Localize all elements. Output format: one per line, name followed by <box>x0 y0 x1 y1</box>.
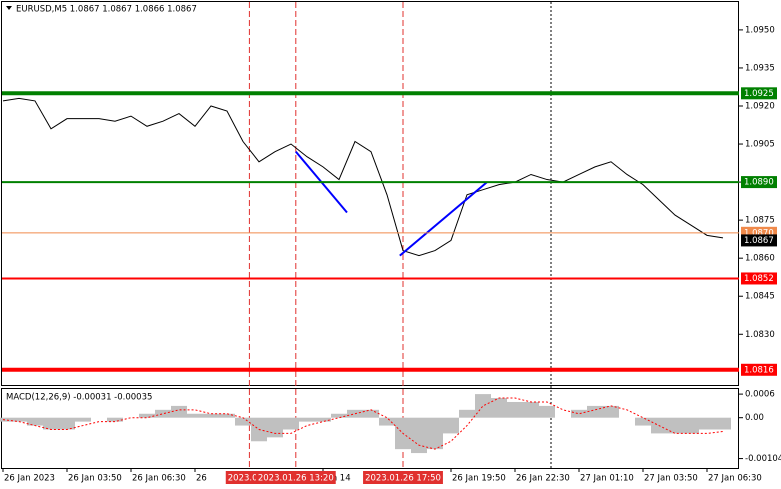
vertical-line-label: 2023.01.26 13:20 <box>258 474 334 484</box>
trendline <box>399 181 488 257</box>
last-price-label: 1.0867 <box>744 236 774 246</box>
level-label: 1.0925 <box>744 89 774 99</box>
signal-line <box>2 397 724 450</box>
level-label: 1.0890 <box>744 178 774 188</box>
macd-bar <box>443 417 459 434</box>
macd-bar <box>219 413 235 418</box>
x-tick-label: 26 <box>196 474 207 484</box>
y-tick-label: 0.00 <box>745 413 764 423</box>
macd-bar <box>539 405 555 418</box>
macd-bar <box>331 413 347 418</box>
macd-bar <box>491 398 507 418</box>
macd-bar <box>0 417 11 422</box>
macd-bar <box>459 409 475 418</box>
macd-bar <box>715 417 731 430</box>
y-tick-label: 1.0860 <box>745 254 775 264</box>
macd-bar <box>635 417 651 426</box>
macd-bar <box>187 413 203 418</box>
vertical-line-label-box <box>363 471 443 484</box>
level-label: 1.0816 <box>744 365 774 375</box>
x-tick-label: 27 Jan 06:30 <box>708 474 762 484</box>
y-tick-label: 0.0006 <box>745 390 775 400</box>
x-tick-label: 27 Jan 03:50 <box>644 474 698 484</box>
macd-bar <box>235 417 251 426</box>
vertical-line-label: 2023.01.26 17:50 <box>365 474 441 484</box>
macd-bar <box>283 417 299 430</box>
macd-bar <box>203 413 219 418</box>
macd-bar <box>155 409 171 418</box>
macd-bar <box>475 394 491 418</box>
vertical-line-label-box <box>255 471 336 484</box>
macd-bar <box>427 417 443 450</box>
macd-bar <box>699 417 715 430</box>
y-tick-label: -0.00104 <box>745 454 781 464</box>
macd-bar <box>603 405 619 418</box>
level-label: 1.0852 <box>744 274 774 284</box>
macd-bar <box>571 409 587 418</box>
macd-bar <box>27 417 43 426</box>
y-tick-label: 1.0875 <box>745 216 775 226</box>
x-tick-label: 26 Jan 03:50 <box>68 474 122 484</box>
macd-bar <box>683 417 699 434</box>
macd-bar <box>107 417 123 422</box>
chart-title: EURUSD,M5 1.0867 1.0867 1.0866 1.0867 <box>16 5 197 15</box>
level-label-box <box>741 272 777 285</box>
macd-bar <box>667 417 683 434</box>
macd-bar <box>267 417 283 438</box>
macd-bar <box>363 409 379 418</box>
y-tick-label: 1.0845 <box>745 292 775 302</box>
x-tick-label: 26 Jan 06:30 <box>132 474 186 484</box>
level-label-box <box>741 87 777 100</box>
last-price-box <box>741 234 777 247</box>
x-tick-label: 26 Jan 2023 <box>4 474 55 484</box>
macd-bar <box>43 417 59 430</box>
macd-bar <box>379 417 395 426</box>
main-panel-frame <box>1 1 739 386</box>
level-label: 1.0870 <box>744 228 774 238</box>
macd-bar <box>59 417 75 430</box>
x-tick-label: 26 Jan 22:30 <box>516 474 570 484</box>
macd-bar <box>299 417 315 422</box>
macd-bar <box>171 405 187 418</box>
x-tick-label: 26 Jan 19:50 <box>452 474 506 484</box>
macd-title: MACD(12,26,9) -0.00031 -0.00035 <box>6 393 152 403</box>
level-label-box <box>741 363 777 376</box>
macd-bar <box>315 417 331 422</box>
level-label-box <box>741 176 777 189</box>
y-tick-label: 1.0830 <box>745 330 775 340</box>
macd-bar <box>75 417 91 422</box>
macd-bar <box>411 417 427 454</box>
y-tick-label: 1.0935 <box>745 63 775 73</box>
vertical-line-label: 2023.01.2 <box>228 474 271 484</box>
macd-bar <box>507 401 523 418</box>
price-line <box>2 97 724 257</box>
macd-panel-frame <box>1 388 739 469</box>
macd-bar <box>523 401 539 418</box>
y-tick-label: 1.0950 <box>745 25 775 35</box>
macd-bar <box>587 405 603 418</box>
title-arrow <box>6 6 12 10</box>
x-tick-label: Jan 14 <box>323 474 351 484</box>
macd-bar <box>139 413 155 418</box>
x-tick-label: 27 Jan 01:10 <box>580 474 634 484</box>
y-tick-label: 1.0920 <box>745 101 775 111</box>
macd-bar <box>11 417 27 422</box>
y-tick-label: 1.0905 <box>745 140 775 150</box>
